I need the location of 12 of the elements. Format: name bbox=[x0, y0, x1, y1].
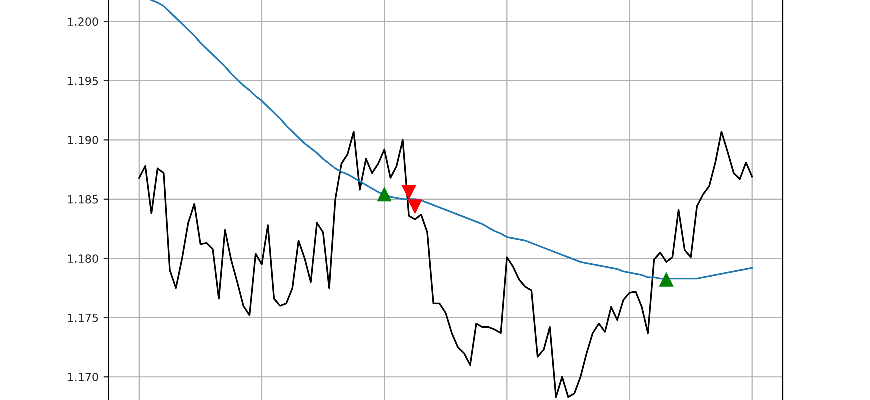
y-tick-label: 1.170 bbox=[68, 373, 98, 382]
y-tick-label: 1.195 bbox=[68, 76, 98, 86]
line-series bbox=[138, 131, 754, 398]
y-tick-label: 1.190 bbox=[68, 136, 98, 145]
point bbox=[408, 200, 422, 214]
point bbox=[660, 273, 674, 287]
y-tick-label: 1.200 bbox=[68, 18, 98, 26]
y-tick-label: 1.180 bbox=[68, 254, 98, 264]
y-tick-label: 1.185 bbox=[68, 195, 98, 204]
y-tick-label: 1.175 bbox=[68, 314, 98, 322]
point bbox=[402, 185, 416, 200]
point bbox=[378, 188, 392, 202]
